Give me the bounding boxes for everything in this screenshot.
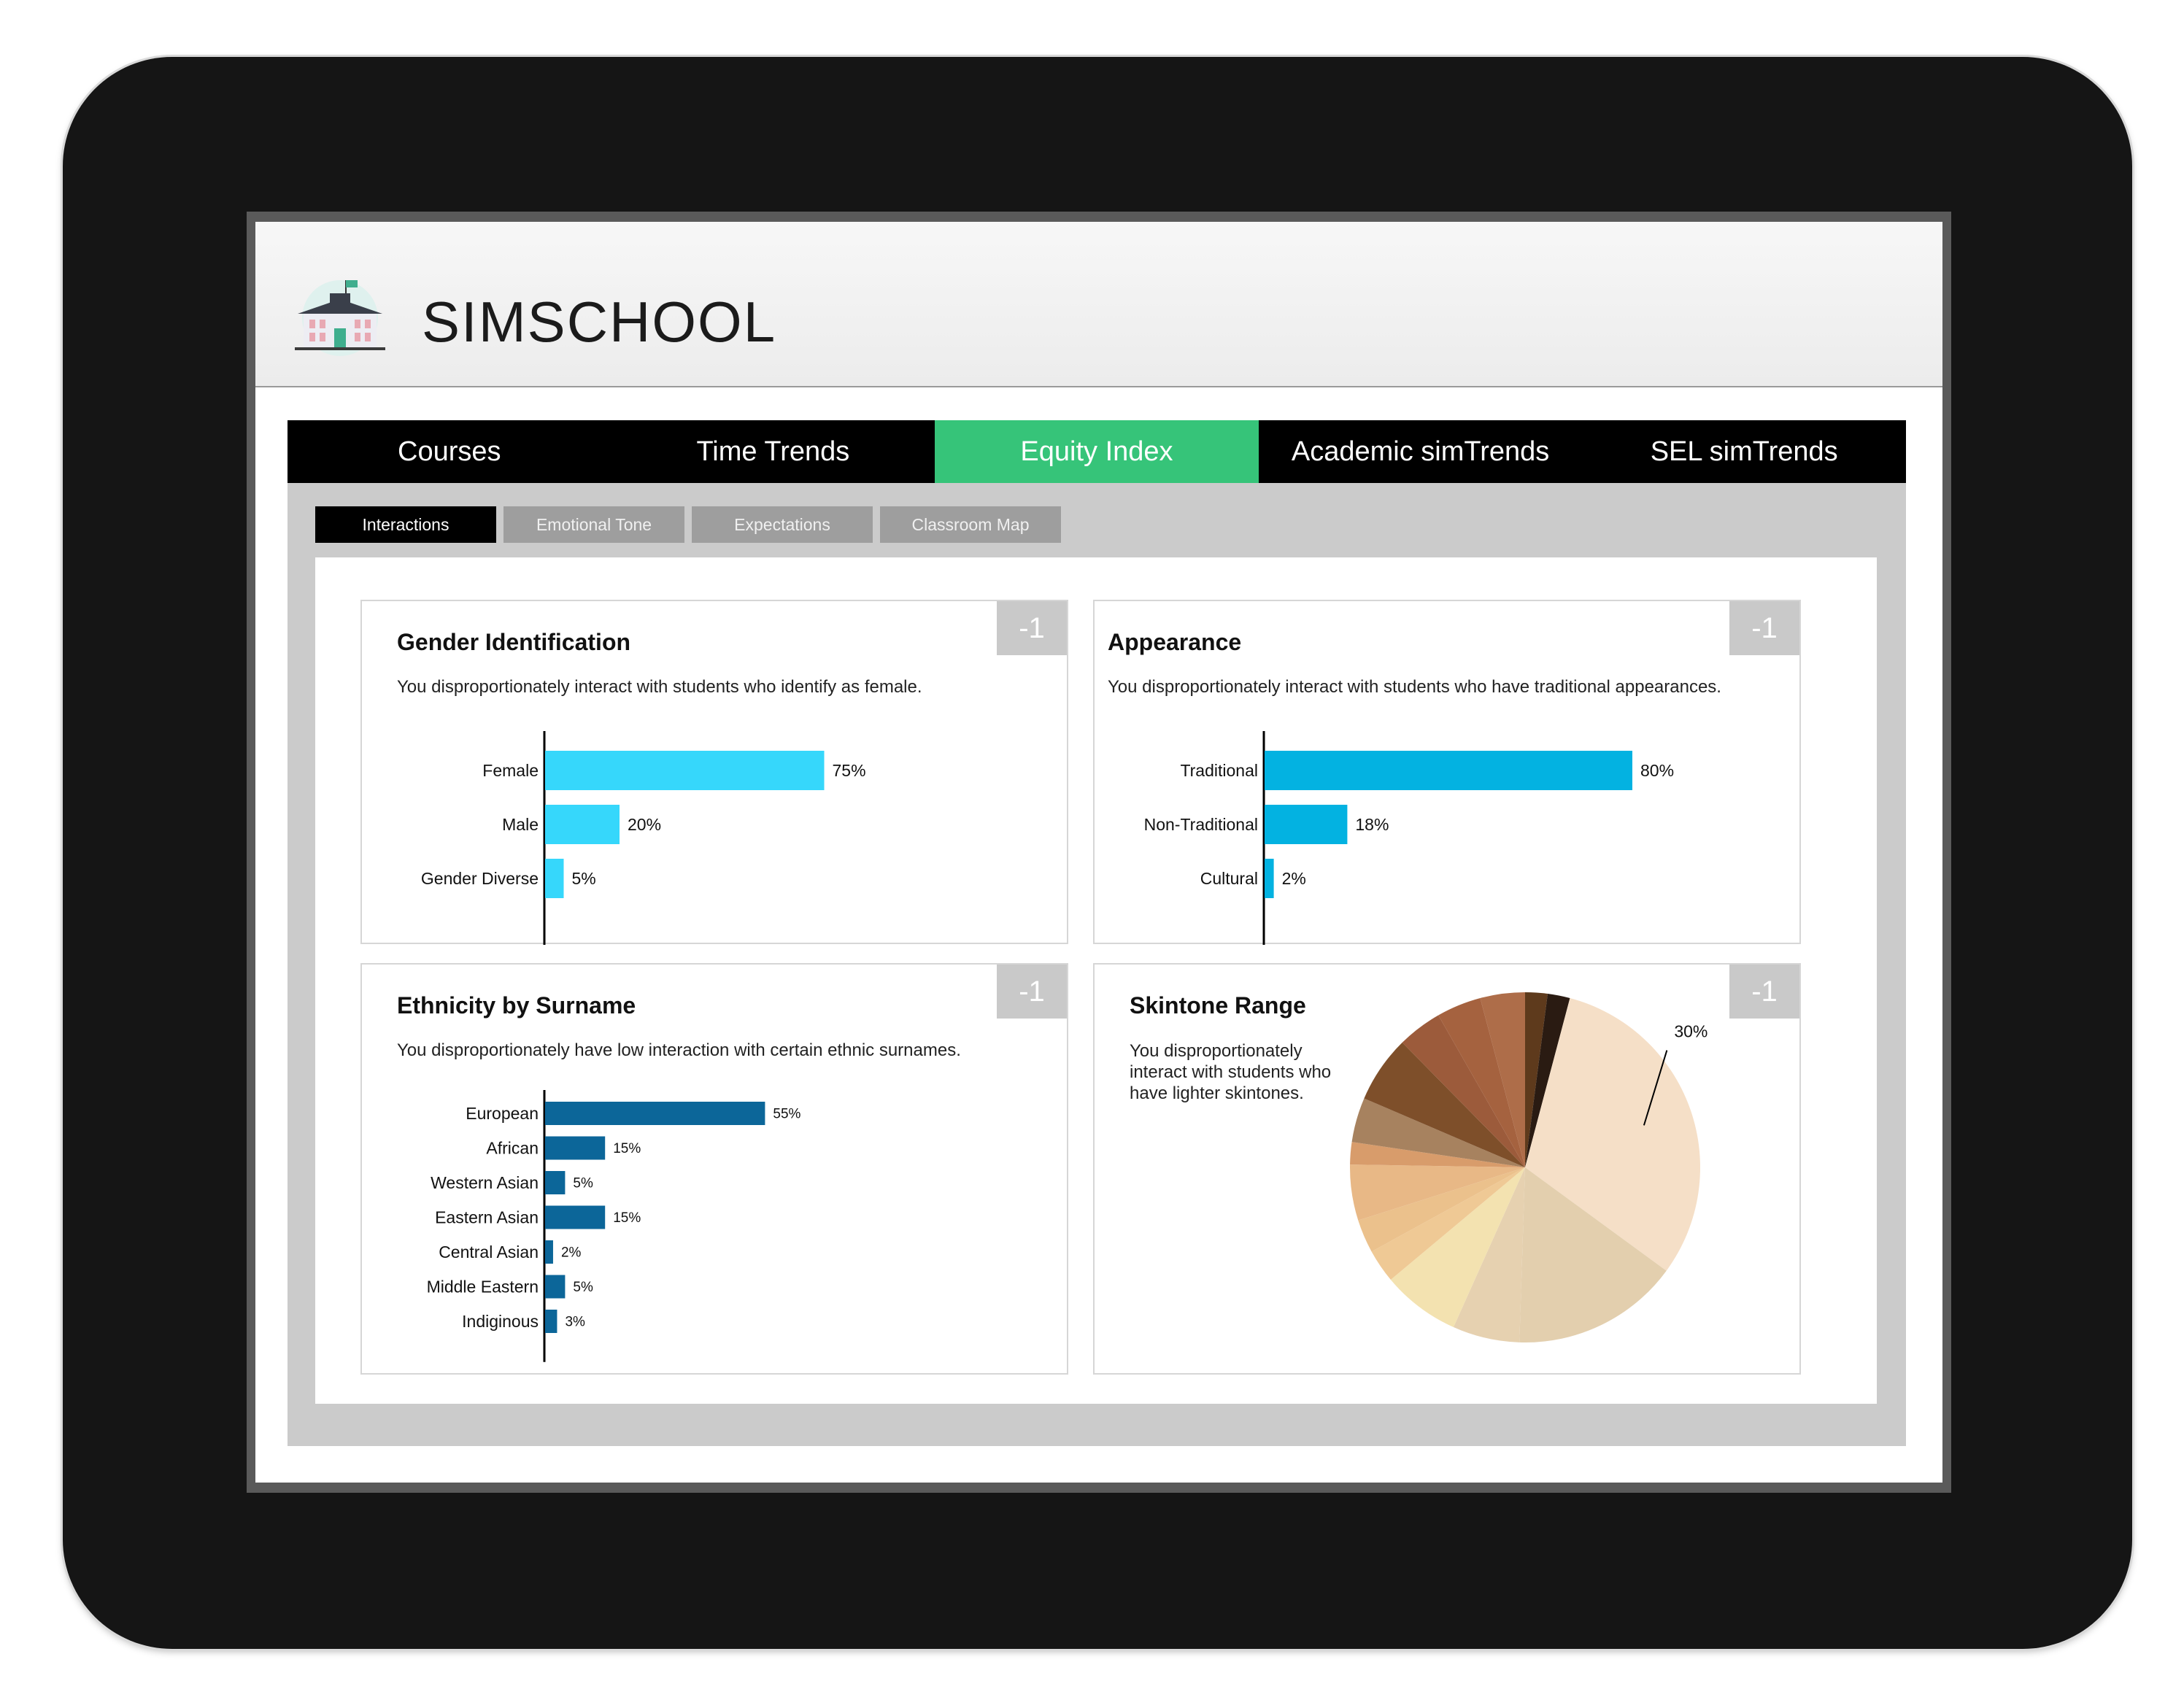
school-building-icon: [295, 280, 385, 356]
category-label: Eastern Asian: [435, 1208, 539, 1227]
ethnicity-score-badge: -1: [997, 965, 1067, 1019]
value-label: 5%: [573, 1176, 593, 1191]
ethnicity-card: -1 Ethnicity by Surname You disproportio…: [360, 963, 1068, 1375]
chart-bar: [545, 1275, 566, 1299]
nav-academic-simtrends[interactable]: Academic simTrends: [1291, 436, 1550, 467]
gender-card-title: Gender Identification: [397, 629, 631, 655]
pie-slice: [1519, 1167, 1667, 1342]
chart-bar: [545, 1171, 566, 1194]
category-label: Central Asian: [439, 1243, 539, 1261]
category-label: Non-Traditional: [1144, 815, 1258, 834]
app-logo-text: SIMSCHOOL: [422, 290, 777, 354]
pie-slice: [1390, 1167, 1525, 1328]
subtab-emotional-tone[interactable]: Emotional Tone: [503, 506, 684, 543]
value-label: 18%: [1355, 815, 1389, 834]
pie-slice: [1371, 1167, 1525, 1280]
subtab-classroom-map[interactable]: Classroom Map: [880, 506, 1061, 543]
chart-bar: [545, 859, 564, 898]
chart-bar: [545, 1310, 557, 1333]
chart-bar: [545, 805, 620, 844]
content-area: Interactions Emotional Tone Expectations…: [288, 483, 1906, 1446]
value-label: 75%: [833, 761, 866, 780]
appearance-bar-chart: Traditional 80% Non-Traditional 18% Cultural…: [1095, 601, 1799, 945]
subtab-interactions[interactable]: Interactions: [315, 506, 496, 543]
gender-bar-chart: Female 75% Male 20% Gender Diverse 5%: [362, 601, 1067, 945]
pie-slice: [1438, 998, 1525, 1167]
nav-courses[interactable]: Courses: [398, 436, 501, 467]
category-label: Gender Diverse: [421, 869, 539, 888]
pie-slice: [1402, 1015, 1525, 1167]
nav-sel-simtrends[interactable]: SEL simTrends: [1650, 436, 1838, 467]
sub-tabs: Interactions Emotional Tone Expectations…: [315, 506, 1061, 543]
pie-slice: [1350, 1164, 1525, 1221]
category-label: European: [466, 1104, 539, 1123]
chart-bar: [545, 1102, 765, 1125]
chart-bar: [545, 1240, 553, 1264]
pie-slice: [1351, 1098, 1525, 1167]
category-label: Traditional: [1180, 761, 1258, 780]
value-label: 2%: [1282, 869, 1306, 888]
subtab-expectations[interactable]: Expectations: [692, 506, 873, 543]
appearance-score-badge: -1: [1729, 601, 1799, 655]
chart-bar: [1265, 805, 1348, 844]
value-label: 2%: [561, 1245, 582, 1261]
value-label: 80%: [1640, 761, 1674, 780]
category-label: Female: [482, 761, 539, 780]
category-label: Western Asian: [431, 1173, 539, 1192]
app-header: SIMSCHOOL: [255, 222, 1942, 387]
value-label: 5%: [573, 1280, 593, 1295]
value-label: 3%: [565, 1315, 585, 1330]
appearance-card-description: You disproportionately interact with stu…: [1108, 677, 1721, 697]
pie-leader-line: [1643, 1050, 1668, 1126]
gender-card-description: You disproportionately interact with stu…: [397, 677, 922, 697]
pie-slice: [1453, 1167, 1525, 1342]
appearance-card: -1 Appearance You disproportionately int…: [1093, 600, 1801, 945]
value-label: 20%: [628, 815, 661, 834]
skintone-card: -1 Skintone Range You disproportionately…: [1093, 963, 1801, 1375]
appearance-card-title: Appearance: [1108, 629, 1242, 655]
category-label: Middle Eastern: [427, 1278, 539, 1297]
cards-panel: -1 Gender Identification You disproporti…: [315, 557, 1877, 1404]
category-label: Male: [502, 815, 539, 834]
app-screen: SIMSCHOOL Courses Time Trends Equity Ind…: [255, 222, 1942, 1483]
skintone-score-badge: -1: [1729, 965, 1799, 1019]
nav-time-trends[interactable]: Time Trends: [696, 436, 850, 467]
pie-slice: [1525, 992, 1548, 1167]
skintone-pie-chart: 30%: [1095, 965, 1799, 1373]
pie-slice: [1364, 1042, 1525, 1167]
ethnicity-card-description: You disproportionately have low interact…: [397, 1040, 961, 1060]
pie-slice-label: 30%: [1674, 1022, 1708, 1041]
nav-equity-index[interactable]: Equity Index: [935, 420, 1259, 483]
value-label: 15%: [613, 1141, 641, 1156]
category-label: African: [486, 1139, 539, 1158]
pie-slice: [1480, 992, 1525, 1167]
value-label: 5%: [572, 869, 596, 888]
ethnicity-card-title: Ethnicity by Surname: [397, 992, 636, 1019]
chart-bar: [545, 1205, 606, 1229]
category-label: Indiginous: [462, 1312, 539, 1331]
skintone-card-title: Skintone Range: [1130, 992, 1306, 1019]
ethnicity-bar-chart: European 55% African 15% Western Asian 5% East…: [362, 965, 1067, 1373]
pie-slice: [1350, 1142, 1525, 1167]
chart-bar: [545, 1136, 606, 1160]
chart-bar: [545, 751, 825, 790]
gender-score-badge: -1: [997, 601, 1067, 655]
skintone-card-description: You disproportionately interact with stu…: [1130, 1041, 1332, 1103]
main-nav: Courses Time Trends Equity Index Academi…: [288, 420, 1906, 483]
gender-card: -1 Gender Identification You disproporti…: [360, 600, 1068, 945]
category-label: Cultural: [1200, 869, 1258, 888]
value-label: 55%: [773, 1107, 800, 1122]
pie-slice: [1525, 998, 1700, 1271]
value-label: 15%: [613, 1210, 641, 1226]
chart-bar: [1265, 859, 1274, 898]
pie-slice: [1358, 1167, 1525, 1252]
pie-slice: [1525, 994, 1570, 1167]
chart-bar: [1265, 751, 1632, 790]
